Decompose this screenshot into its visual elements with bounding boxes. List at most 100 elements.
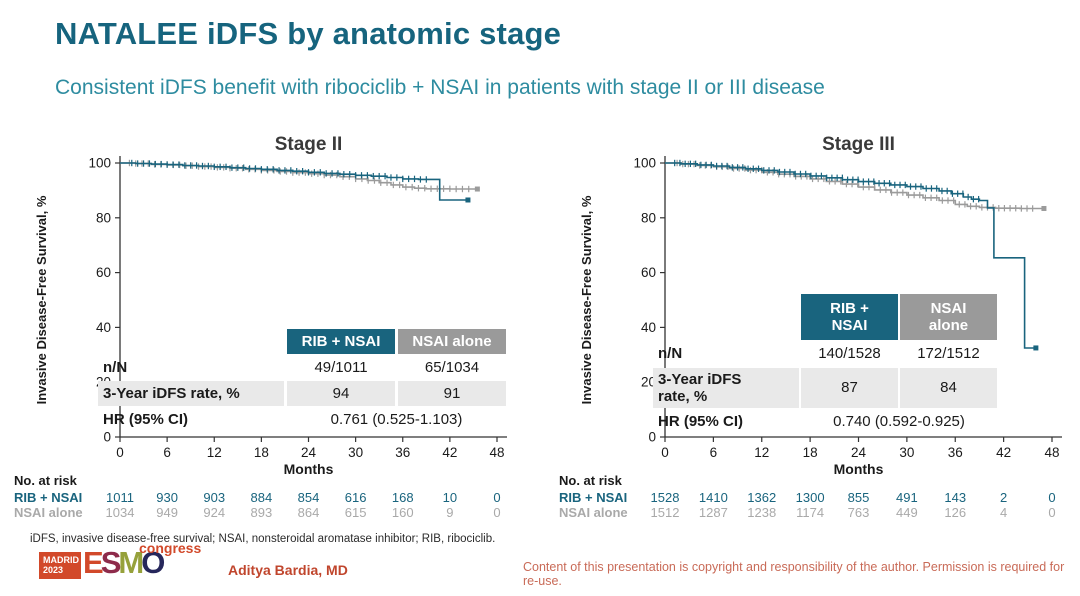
x-tick-label: 42 xyxy=(996,445,1011,460)
x-tick-label: 48 xyxy=(1044,445,1059,460)
esmo-letter-o: O xyxy=(141,545,165,580)
at-risk-value: 1238 xyxy=(747,505,776,520)
table-value: 84 xyxy=(900,368,997,408)
table-value: 49/1011 xyxy=(314,358,368,376)
x-tick-label: 0 xyxy=(661,445,669,460)
slide-subtitle: Consistent iDFS benefit with ribociclib … xyxy=(55,76,825,99)
table-corner-cell xyxy=(98,329,284,354)
at-risk-value: 924 xyxy=(203,505,225,520)
at-risk-value: 1410 xyxy=(699,490,728,505)
table-row-label: HR (95% CI) xyxy=(103,410,189,428)
stage-ii-chart-panel: Stage II Invasive Disease-Free Survival, … xyxy=(0,128,545,526)
y-tick-label: 80 xyxy=(641,210,656,225)
at-risk-value: 168 xyxy=(392,490,414,505)
x-tick-label: 24 xyxy=(851,445,867,460)
at-risk-value: 0 xyxy=(1048,490,1055,505)
at-risk-value: 10 xyxy=(443,490,457,505)
at-risk-value: 1287 xyxy=(699,505,728,520)
table-corner-cell xyxy=(653,294,799,340)
at-risk-value: 616 xyxy=(345,490,367,505)
at-risk-value: 1011 xyxy=(106,490,134,505)
at-risk-value: 1512 xyxy=(651,505,680,520)
y-tick-label: 100 xyxy=(88,156,111,171)
x-tick-label: 6 xyxy=(163,445,171,460)
chart-title: Stage II xyxy=(275,134,343,155)
table-header-cell: RIB + NSAI xyxy=(287,329,395,354)
esmo-letter-s: S xyxy=(100,545,122,580)
censor-ticks xyxy=(131,159,427,183)
y-axis-label: Invasive Disease-Free Survival, % xyxy=(34,195,49,404)
table-value: 87 xyxy=(801,368,898,408)
x-tick-label: 12 xyxy=(207,445,222,460)
table-value: 140/1528 xyxy=(818,345,881,363)
at-risk-value: 1034 xyxy=(106,505,135,520)
esmo-logo: ESMO xyxy=(83,545,165,580)
abbreviations-footnote: iDFS, invasive disease-free survival; NS… xyxy=(30,533,496,545)
x-tick-label: 30 xyxy=(899,445,914,460)
table-value: 94 xyxy=(287,381,395,406)
at-risk-row-label: RIB + NSAI xyxy=(14,490,82,505)
table-row-label: HR (95% CI) xyxy=(658,413,744,431)
table-value-span: 0.761 (0.525-1.103) xyxy=(330,410,463,428)
x-tick-label: 0 xyxy=(116,445,124,460)
at-risk-value: 949 xyxy=(156,505,178,520)
at-risk-value: 854 xyxy=(298,490,320,505)
at-risk-row-label: RIB + NSAI xyxy=(559,490,627,505)
table-header-cell: NSAI alone xyxy=(398,329,506,354)
x-tick-label: 42 xyxy=(442,445,457,460)
at-risk-value: 143 xyxy=(944,490,966,505)
at-risk-value: 126 xyxy=(944,505,966,520)
table-value: 65/1034 xyxy=(424,358,480,376)
y-tick-label: 60 xyxy=(96,265,111,280)
y-tick-label: 40 xyxy=(641,320,656,335)
at-risk-value: 615 xyxy=(345,505,367,520)
at-risk-value: 893 xyxy=(251,505,273,520)
at-risk-value: 763 xyxy=(848,505,870,520)
author-name: Aditya Bardia, MD xyxy=(228,562,348,578)
x-tick-label: 36 xyxy=(948,445,963,460)
x-axis-label: Months xyxy=(284,461,334,477)
copyright-notice: Content of this presentation is copyrigh… xyxy=(523,560,1065,588)
at-risk-value: 491 xyxy=(896,490,918,505)
stage-iii-km-chart: Stage III Invasive Disease-Free Survival,… xyxy=(559,134,1062,520)
y-tick-label: 40 xyxy=(96,320,111,335)
censor-ticks xyxy=(674,159,980,203)
x-tick-label: 24 xyxy=(301,445,317,460)
at-risk-value: 0 xyxy=(493,505,500,520)
year-label: 2023 xyxy=(43,565,64,576)
y-axis-label: Invasive Disease-Free Survival, % xyxy=(579,195,594,404)
at-risk-value: 1174 xyxy=(796,505,824,520)
end-marker xyxy=(1033,345,1039,351)
km-curve-rib-nsai xyxy=(120,162,468,201)
stage-ii-km-chart: Stage II Invasive Disease-Free Survival, … xyxy=(14,134,507,520)
x-tick-label: 36 xyxy=(395,445,410,460)
at-risk-value: 4 xyxy=(1000,505,1007,520)
at-risk-row-label: NSAI alone xyxy=(14,505,83,520)
at-risk-value: 0 xyxy=(493,490,500,505)
y-tick-label: 100 xyxy=(633,156,656,171)
table-value: 172/1512 xyxy=(917,345,980,363)
at-risk-row-label: NSAI alone xyxy=(559,505,628,520)
end-marker xyxy=(1041,205,1047,211)
end-marker xyxy=(465,197,471,203)
at-risk-title: No. at risk xyxy=(559,473,623,488)
at-risk-value: 1300 xyxy=(796,490,825,505)
congress-label: congress xyxy=(139,540,202,556)
at-risk-value: 160 xyxy=(392,505,414,520)
esmo-letter-e: E xyxy=(83,545,104,580)
y-tick-label: 20 xyxy=(641,375,656,390)
y-tick-label: 80 xyxy=(96,210,111,225)
table-value-span: 0.740 (0.592-0.925) xyxy=(833,413,965,431)
at-risk-value: 930 xyxy=(156,490,178,505)
y-tick-label: 0 xyxy=(648,430,656,445)
x-tick-label: 48 xyxy=(489,445,504,460)
y-tick-label: 60 xyxy=(641,265,656,280)
x-tick-label: 6 xyxy=(710,445,718,460)
x-tick-label: 18 xyxy=(254,445,269,460)
madrid-label: MADRID xyxy=(43,555,79,565)
table-value: 91 xyxy=(398,381,506,406)
stage-iii-chart-panel: Stage III Invasive Disease-Free Survival,… xyxy=(545,128,1080,526)
slide-title: NATALEE iDFS by anatomic stage xyxy=(55,16,562,51)
table-header-cell: NSAI alone xyxy=(900,294,997,340)
